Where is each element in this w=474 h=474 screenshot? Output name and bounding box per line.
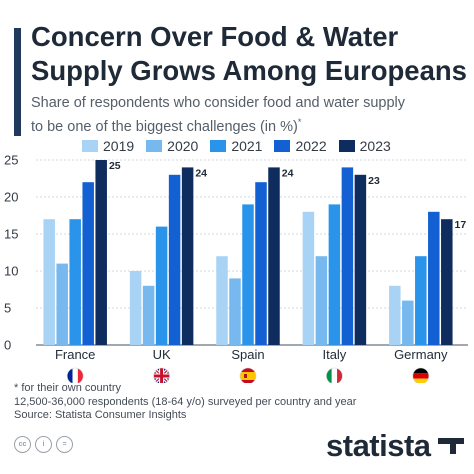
y-tick-label: 10 xyxy=(4,264,18,279)
bar-germany-2019 xyxy=(389,285,401,345)
bar-uk-2022 xyxy=(168,174,181,345)
uk-flag-icon xyxy=(153,367,170,383)
bar-spain-2019 xyxy=(216,256,228,345)
legend-label: 2021 xyxy=(231,138,263,154)
sample-text: 12,500-36,000 respondents (18-64 y/o) su… xyxy=(14,395,357,408)
legend-label: 2019 xyxy=(103,138,135,154)
title-line-1: Concern Over Food & Water xyxy=(31,21,399,52)
legend-label: 2020 xyxy=(167,138,199,154)
cc-icon[interactable]: cc xyxy=(14,436,31,453)
bar-italy-2021 xyxy=(328,204,341,345)
bar-france-2023 xyxy=(95,160,107,345)
legend-swatch xyxy=(146,140,163,152)
y-tick-label: 25 xyxy=(4,155,18,168)
bar-spain-2020 xyxy=(229,278,241,345)
x-tick-label: Italy xyxy=(322,347,346,362)
bar-germany-2022 xyxy=(428,211,440,345)
legend-item-2021: 2021 xyxy=(210,138,262,154)
legend-swatch xyxy=(210,140,227,152)
data-label: 25 xyxy=(109,160,121,172)
subtitle-line-2-text: to be one of the biggest challenges (in … xyxy=(31,118,298,135)
bar-spain-2022 xyxy=(255,182,267,345)
data-label: 23 xyxy=(368,175,380,187)
bar-france-2022 xyxy=(82,182,94,345)
statista-logo-mark-icon xyxy=(437,438,464,454)
x-tick-label: France xyxy=(55,347,95,362)
bar-germany-2023 xyxy=(441,219,453,345)
x-tick-label: Germany xyxy=(394,347,448,362)
by-icon[interactable]: i xyxy=(35,436,52,453)
legend-item-2022: 2022 xyxy=(274,138,327,154)
equals-icon[interactable]: = xyxy=(56,436,73,453)
bar-spain-2021 xyxy=(242,204,254,345)
y-tick-label: 0 xyxy=(4,338,11,353)
footnote-text: * for their own country xyxy=(14,382,121,394)
bar-germany-2021 xyxy=(415,256,427,345)
data-label: 24 xyxy=(282,167,294,179)
title-accent-bar xyxy=(14,28,21,136)
germany-flag-icon xyxy=(412,367,430,383)
title-line-2: Supply Grows Among Europeans xyxy=(31,55,467,86)
spain-flag-icon xyxy=(239,367,257,383)
x-tick-label: Spain xyxy=(231,347,264,362)
legend-item-2020: 2020 xyxy=(146,138,198,154)
legend-swatch xyxy=(274,140,291,152)
bar-france-2021 xyxy=(69,219,81,345)
chart-title: Concern Over Food & Water Supply Grows A… xyxy=(31,20,471,88)
y-tick-label: 5 xyxy=(4,301,11,316)
bar-uk-2021 xyxy=(155,226,168,345)
bar-italy-2023 xyxy=(354,174,367,345)
license-icons: cc i = xyxy=(14,436,77,453)
france-flag-icon xyxy=(66,367,84,383)
y-tick-label: 20 xyxy=(4,190,18,205)
subtitle-line-1: Share of respondents who consider food a… xyxy=(31,95,406,111)
chart-legend: 2019 2020 2021 2022 2023 xyxy=(82,137,403,155)
bar-germany-2020 xyxy=(402,300,414,345)
bar-uk-2019 xyxy=(129,271,142,345)
bar-italy-2022 xyxy=(341,167,354,345)
y-tick-label: 15 xyxy=(4,227,18,242)
bar-uk-2020 xyxy=(142,285,155,345)
subtitle-footnote-mark: * xyxy=(297,117,302,127)
chart-notes: * for their own country 12,500-36,000 re… xyxy=(14,382,356,423)
data-label: 17 xyxy=(455,219,467,231)
legend-item-2019: 2019 xyxy=(82,138,134,154)
bar-france-2020 xyxy=(56,263,68,345)
legend-label: 2023 xyxy=(359,138,391,154)
italy-flag-icon xyxy=(326,367,343,383)
x-tick-label: UK xyxy=(153,347,171,362)
bar-italy-2019 xyxy=(302,211,315,345)
legend-label: 2022 xyxy=(295,138,327,154)
statista-logo: statista xyxy=(326,428,466,464)
subtitle-line-2: to be one of the biggest challenges (in … xyxy=(31,113,471,137)
logo-text: statista xyxy=(326,428,431,463)
data-label: 24 xyxy=(195,167,207,179)
bar-spain-2023 xyxy=(268,167,280,345)
bar-france-2019 xyxy=(43,219,55,345)
bar-italy-2020 xyxy=(315,256,328,345)
bar-chart: 0 5 10 15 20 25 25 France 24 UK 24 Spain 23 Italy 17 Ge… xyxy=(4,155,468,383)
legend-swatch xyxy=(82,140,98,152)
source-text: Source: Statista Consumer Insights xyxy=(14,409,187,421)
legend-item-2023: 2023 xyxy=(338,138,391,154)
bar-uk-2023 xyxy=(181,167,194,345)
legend-swatch xyxy=(338,140,355,152)
chart-subtitle: Share of respondents who consider food a… xyxy=(31,94,471,137)
